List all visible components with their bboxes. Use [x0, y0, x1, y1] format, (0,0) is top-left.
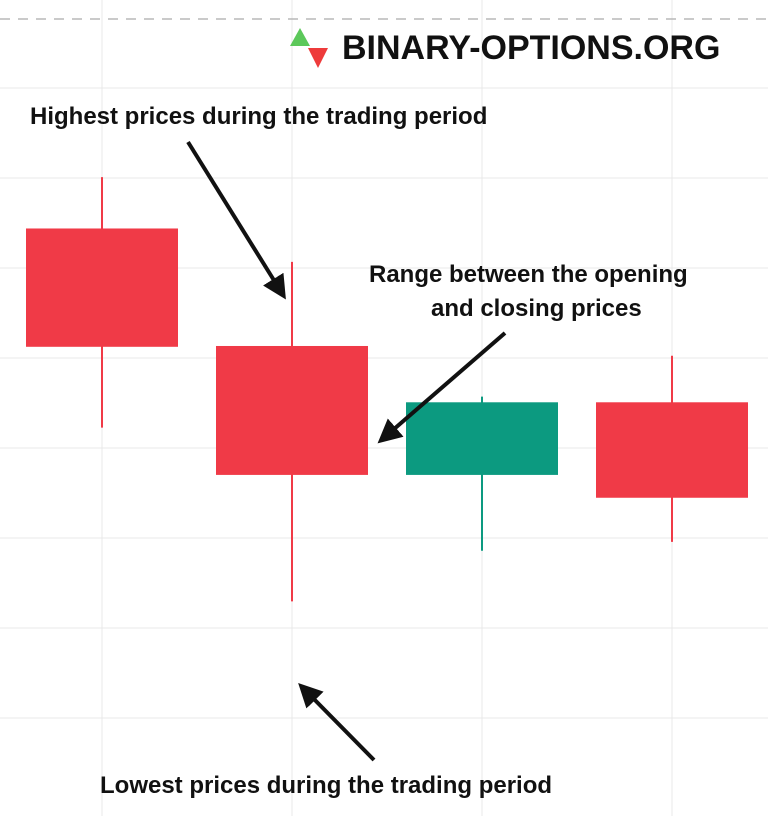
candle-body	[596, 402, 748, 498]
arrow-to-range	[377, 331, 507, 444]
annotation-range-line1: Range between the opening	[369, 261, 688, 288]
candle-4	[596, 355, 748, 542]
candle-body	[26, 228, 178, 347]
annotation-low: Lowest prices during the trading period	[100, 772, 553, 799]
arrow-to-high	[186, 140, 286, 300]
annotation-high: Highest prices during the trading period	[30, 103, 488, 130]
brand-name: BINARY-OPTIONS.ORG	[342, 28, 721, 67]
candle-2	[216, 261, 368, 602]
candle-1	[26, 177, 178, 428]
arrow-to-low	[298, 683, 376, 762]
candles	[26, 177, 748, 602]
annotation-arrows	[186, 140, 507, 762]
brand-logo: BINARY-OPTIONS.ORG	[288, 24, 720, 72]
candle-body	[216, 345, 368, 475]
annotation-range-line2: and closing prices	[431, 295, 642, 322]
up-down-triangles-icon	[290, 28, 328, 68]
candle-3	[406, 396, 558, 551]
candle-body	[406, 402, 558, 475]
